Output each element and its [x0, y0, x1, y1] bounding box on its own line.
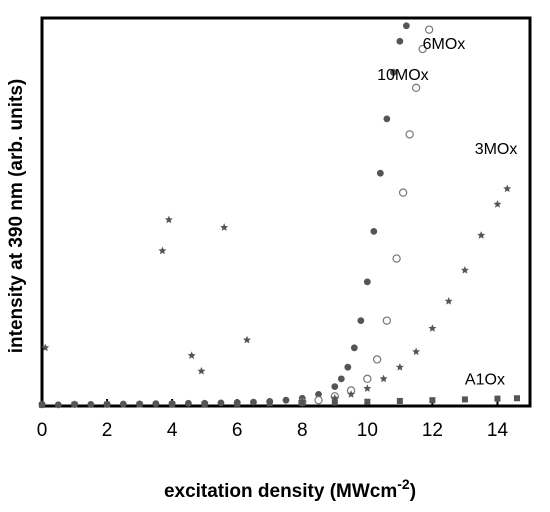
- 6mox-point: [392, 254, 401, 263]
- 10mox-point: [363, 278, 371, 286]
- plot-frame: [40, 16, 532, 408]
- 10mox-point: [376, 169, 384, 177]
- a1ox-point: [461, 396, 468, 403]
- a1ox-point: [299, 399, 306, 406]
- 10mox-point: [396, 37, 404, 45]
- x-tick-label: 6: [232, 420, 243, 441]
- 10mox-point: [282, 396, 290, 404]
- 10mox-point: [185, 399, 192, 407]
- x-tick-label: 0: [37, 420, 48, 441]
- x-axis-label: excitation density (MWcm-2): [164, 476, 416, 502]
- 10mox-point: [54, 401, 62, 409]
- 6mox-point: [411, 83, 421, 93]
- a1ox-point: [494, 395, 501, 402]
- series-label-6mox: 6MOx: [423, 36, 466, 53]
- series-labels: 10MOx 6MOx 3MOx A1Ox: [377, 36, 517, 389]
- data-points: [38, 22, 520, 409]
- 10mox-point: [119, 400, 127, 408]
- a1ox-point: [201, 401, 208, 408]
- series-label-a1ox: A1Ox: [465, 372, 505, 389]
- a1ox-point: [169, 401, 176, 408]
- a1ox-point: [266, 400, 273, 407]
- 10mox-point: [331, 383, 339, 390]
- a1ox-point: [513, 395, 520, 402]
- x-axis-label-close: ): [410, 481, 416, 502]
- 10mox-point: [87, 401, 95, 408]
- x-tick-label: 4: [167, 420, 178, 441]
- 10mox-point: [337, 375, 345, 383]
- plot-border: [40, 16, 532, 408]
- 3mox-point: [412, 347, 421, 356]
- outlier-point: [187, 351, 196, 359]
- 10mox-point: [357, 317, 365, 325]
- 10mox-point: [389, 68, 397, 76]
- 3mox-point: [460, 266, 469, 274]
- outlier-point: [243, 335, 251, 344]
- a1ox-point: [104, 401, 111, 408]
- series-label-3mox: 3MOx: [475, 141, 518, 158]
- y-axis-label: intensity at 390 nm (arb. units): [6, 79, 27, 354]
- 3mox-point: [503, 184, 512, 193]
- x-tick-label: 8: [297, 420, 308, 441]
- 3mox-point: [493, 200, 502, 208]
- outlier-point: [41, 343, 50, 352]
- outlier-point: [197, 366, 206, 375]
- a1ox-point: [364, 398, 371, 405]
- 6mox-point: [363, 374, 372, 384]
- x-tick-label: 2: [102, 420, 113, 441]
- 10mox-point: [402, 22, 410, 30]
- 3mox-point: [444, 297, 453, 305]
- 3mox-point: [363, 384, 372, 392]
- x-tick-label: 12: [422, 420, 443, 441]
- 10mox-point: [370, 228, 378, 235]
- 10mox-point: [315, 390, 322, 398]
- x-tick-label: 14: [487, 420, 509, 441]
- 6mox-point: [314, 395, 323, 405]
- 3mox-point: [347, 390, 356, 398]
- 6mox-point: [382, 316, 392, 325]
- 10mox-point: [350, 344, 358, 352]
- 6mox-point: [398, 188, 408, 197]
- series-label-10mox: 10MOx: [377, 67, 429, 84]
- 10mox-point: [250, 398, 257, 406]
- x-axis-label-main: excitation density (MWcm: [164, 481, 397, 502]
- 10mox-point: [344, 363, 352, 371]
- 10mox-point: [217, 399, 225, 407]
- a1ox-point: [396, 397, 403, 404]
- 3mox-point: [428, 324, 437, 332]
- a1ox-point: [429, 397, 436, 404]
- a1ox-point: [71, 401, 78, 408]
- x-axis-label-superscript: -2: [397, 476, 410, 492]
- 6mox-point: [405, 130, 414, 139]
- 3mox-point: [379, 374, 388, 383]
- 6mox-point: [418, 44, 427, 54]
- 6mox-point: [424, 25, 434, 34]
- a1ox-point: [234, 400, 241, 407]
- x-tick-label: 10: [357, 420, 378, 441]
- 3mox-point: [395, 363, 404, 371]
- outlier-point: [164, 215, 173, 224]
- a1ox-point: [136, 401, 143, 408]
- x-axis-ticks: 0 2 4 6 8 10 12 14: [37, 399, 509, 441]
- 3mox-point: [477, 231, 486, 239]
- 10mox-point: [152, 400, 160, 408]
- a1ox-point: [331, 399, 338, 406]
- outlier-point: [220, 223, 229, 231]
- outlier-point: [158, 246, 167, 255]
- a1ox-point: [39, 401, 45, 408]
- 10mox-point: [383, 115, 391, 123]
- 6mox-point: [372, 355, 382, 364]
